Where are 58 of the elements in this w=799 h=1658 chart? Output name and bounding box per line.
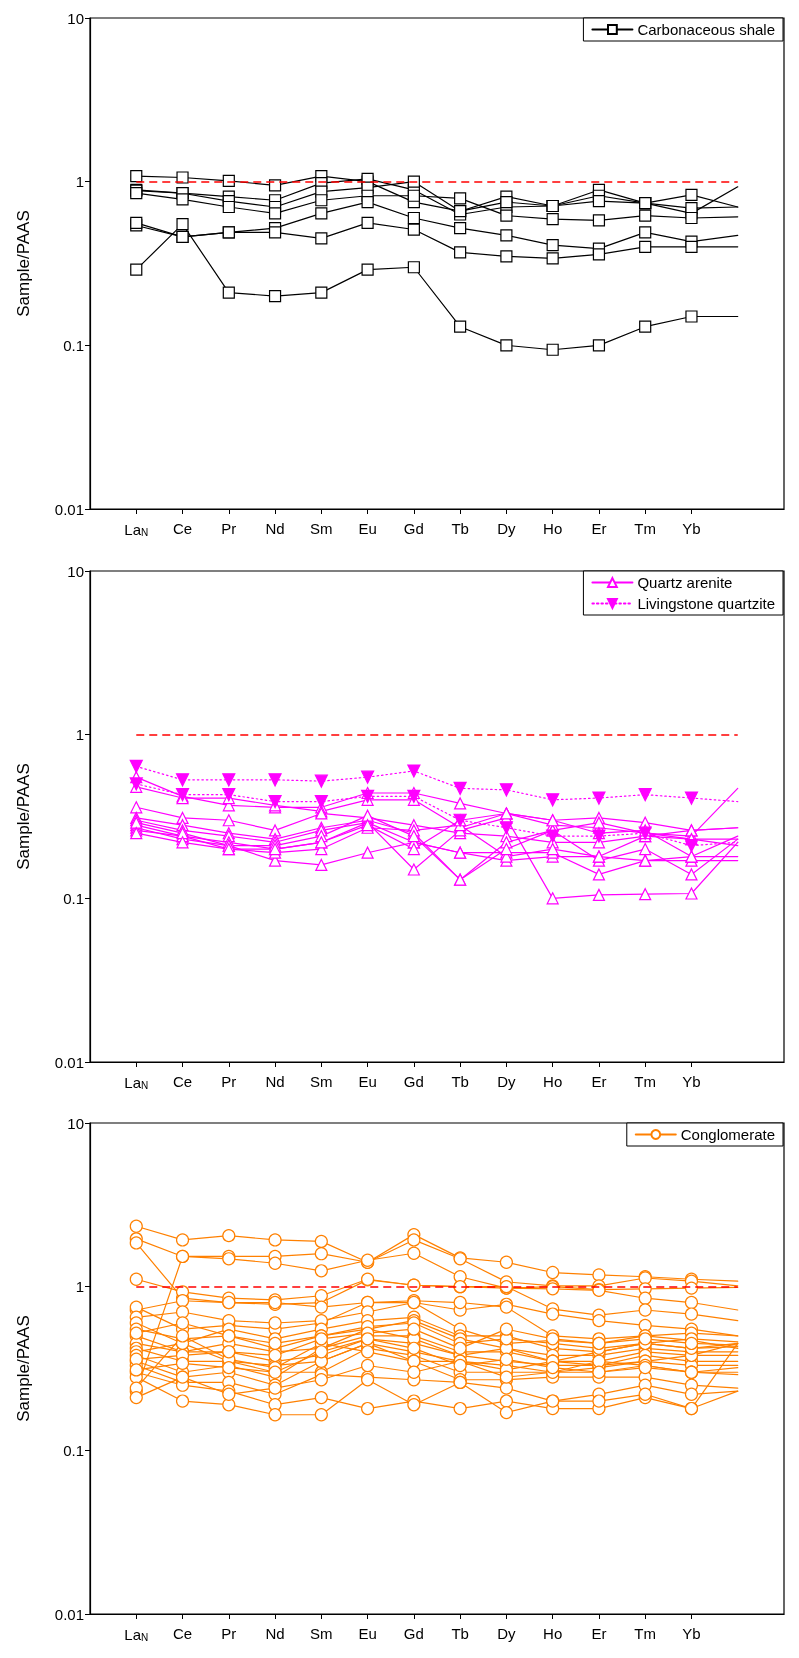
x-tick-label: Gd [403,520,424,537]
x-tick-label: Tb [451,520,469,537]
x-tick-label: Er [591,1625,607,1643]
x-tick-label: Sm [310,520,333,537]
x-tick-label: Nd [265,1072,285,1090]
x-tick-label: Ho [543,520,563,537]
legend-label: Quartz arenite [637,573,733,591]
x-tick-label: Ce [172,1072,193,1090]
y-tick-label: 0.01 [54,500,84,518]
x-tick-label: Yb [682,520,701,537]
y-tick-label: 0.1 [63,889,84,907]
x-tick-label: Er [591,520,607,537]
legend-label: Livingstone quartzite [637,594,776,612]
x-tick-label: Ho [543,1072,563,1090]
y-tick-label: 0.1 [63,1442,84,1460]
legend-label: Carbonaceous shale [637,21,775,38]
x-tick-label: Sm [310,1625,333,1643]
x-tick-label: Ce [172,1625,193,1643]
x-tick-label: Dy [497,520,517,537]
x-tick-label: Gd [403,1625,424,1643]
y-tick-label: 0.01 [54,1053,84,1071]
x-tick-label: Tm [634,1072,657,1090]
x-tick-label: Pr [221,1625,237,1643]
y-tick-label: 1 [75,173,84,191]
x-tick-label: Tm [634,1625,657,1643]
x-tick-label: LaN [124,520,149,538]
x-tick-label: Dy [497,1625,517,1643]
y-tick-label: 0.01 [54,1605,84,1623]
y-tick-label: 1 [75,1278,84,1296]
x-tick-label: LaN [124,1625,149,1643]
x-tick-label: Yb [682,1072,701,1090]
y-tick-label: 10 [67,9,84,27]
legend-label: Conglomerate [680,1126,775,1144]
x-tick-label: Tm [634,520,657,537]
x-tick-label: Eu [358,1072,377,1090]
x-tick-label: Sm [310,1072,333,1090]
x-tick-label: Eu [358,1625,377,1643]
x-tick-label: Dy [497,1072,517,1090]
x-tick-label: Ho [543,1625,563,1643]
x-tick-label: LaN [124,1073,149,1091]
x-tick-label: Yb [682,1625,701,1643]
y-tick-label: 10 [67,1114,84,1132]
y-tick-label: 1 [75,725,84,743]
y-axis-title: Sample/PAAS [14,210,33,317]
x-tick-label: Tb [451,1072,469,1090]
x-tick-label: Nd [265,520,285,537]
y-axis-title: Sample/PAAS [14,762,33,870]
x-tick-label: Er [591,1072,607,1090]
x-tick-label: Gd [403,1072,424,1090]
x-tick-label: Pr [221,1072,237,1090]
x-tick-label: Eu [358,520,377,537]
y-tick-label: 0.1 [63,336,84,354]
x-tick-label: Ce [172,520,193,537]
y-axis-title: Sample/PAAS [14,1315,33,1423]
x-tick-label: Tb [451,1625,469,1643]
x-tick-label: Pr [221,520,237,537]
y-tick-label: 10 [67,562,84,580]
x-tick-label: Nd [265,1625,285,1643]
